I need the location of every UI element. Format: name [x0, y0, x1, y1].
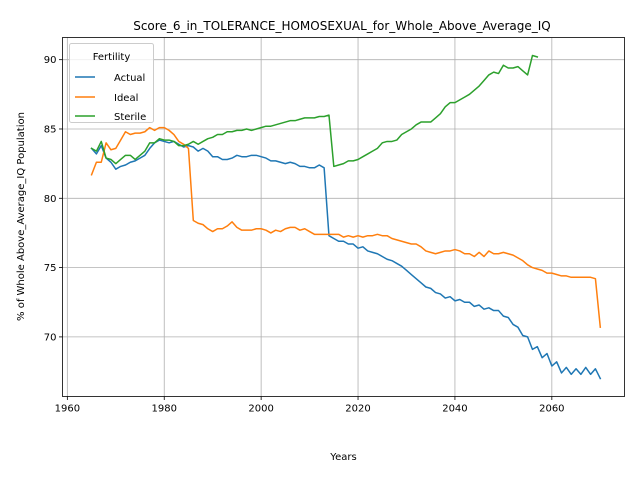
y-tick-label: 80 [44, 194, 57, 205]
x-tick-label: 1980 [152, 404, 177, 415]
chart-title: Score_6_in_TOLERANCE_HOMOSEXUAL_for_Whol… [133, 19, 551, 33]
x-axis-title: Years [329, 452, 356, 463]
legend-title: Fertility [93, 52, 131, 63]
axis-ticks: 1960 1980 2000 2020 2040 2060 70 75 80 85 90 [44, 55, 565, 414]
x-tick-label: 1960 [55, 404, 80, 415]
series-lines [90, 54, 602, 380]
y-tick-label: 90 [44, 55, 57, 66]
x-tick-label: 2040 [442, 404, 467, 415]
legend-label-actual: Actual [114, 73, 145, 84]
series-line-ideal [90, 126, 602, 329]
legend-label-ideal: Ideal [114, 93, 138, 104]
plot-frame [62, 37, 625, 397]
x-tick-label: 2060 [539, 404, 564, 415]
legend: Fertility Actual Ideal Sterile [69, 43, 154, 123]
x-tick-label: 2000 [248, 404, 273, 415]
series-line-sterile [90, 54, 539, 168]
legend-label-sterile: Sterile [114, 112, 146, 123]
x-tick-label: 2020 [345, 404, 370, 415]
y-tick-label: 75 [44, 263, 57, 274]
legend-box [69, 43, 154, 123]
y-axis-title: % of Whole Above_Average_IQ Population [16, 112, 27, 321]
y-tick-label: 85 [44, 124, 57, 135]
y-tick-label: 70 [44, 332, 57, 343]
